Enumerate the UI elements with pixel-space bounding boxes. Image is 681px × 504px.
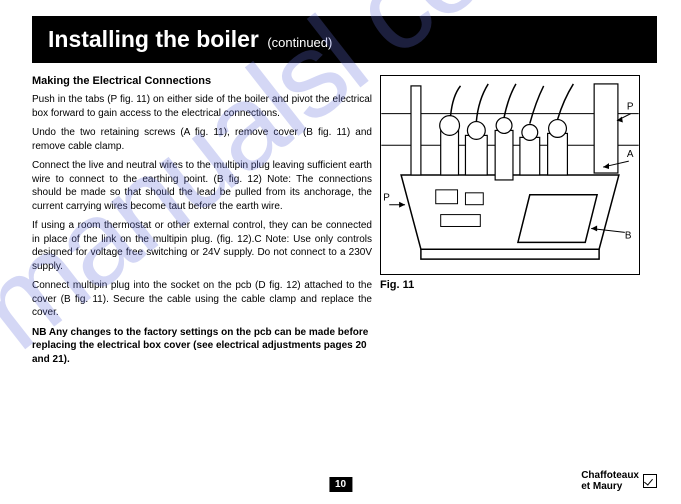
paragraph: Connect the live and neutral wires to th…	[32, 159, 372, 213]
brand-block: Chaffoteaux et Maury	[581, 470, 657, 492]
page-number: 10	[329, 477, 352, 492]
nb-paragraph: NB Any changes to the factory settings o…	[32, 326, 372, 367]
brand-text: Chaffoteaux et Maury	[581, 470, 639, 492]
content-row: Making the Electrical Connections Push i…	[32, 75, 657, 372]
document-page: manualsl com Installing the boiler (cont…	[0, 0, 681, 504]
title-bar: Installing the boiler (continued)	[32, 16, 657, 63]
figure-box: P A B P	[380, 75, 640, 275]
title-sub: (continued)	[267, 35, 332, 50]
figure-column: P A B P Fig. 11	[380, 75, 657, 372]
label-A: A	[627, 149, 634, 160]
label-P-left: P	[383, 193, 390, 204]
text-column: Making the Electrical Connections Push i…	[32, 75, 372, 372]
label-B: B	[625, 230, 632, 241]
title-main: Installing the boiler	[48, 26, 259, 52]
section-heading: Making the Electrical Connections	[32, 75, 372, 87]
brand-line2: et Maury	[581, 481, 639, 492]
figure-caption: Fig. 11	[380, 279, 657, 291]
paragraph: Push in the tabs (P fig. 11) on either s…	[32, 93, 372, 120]
brand-line1: Chaffoteaux	[581, 470, 639, 481]
figure-svg: P A B P	[381, 76, 639, 274]
paragraph: If using a room thermostat or other exte…	[32, 219, 372, 273]
brand-logo-icon	[643, 474, 657, 488]
paragraph: Undo the two retaining screws (A fig. 11…	[32, 126, 372, 153]
paragraph: Connect multipin plug into the socket on…	[32, 279, 372, 320]
label-P-right: P	[627, 102, 634, 113]
